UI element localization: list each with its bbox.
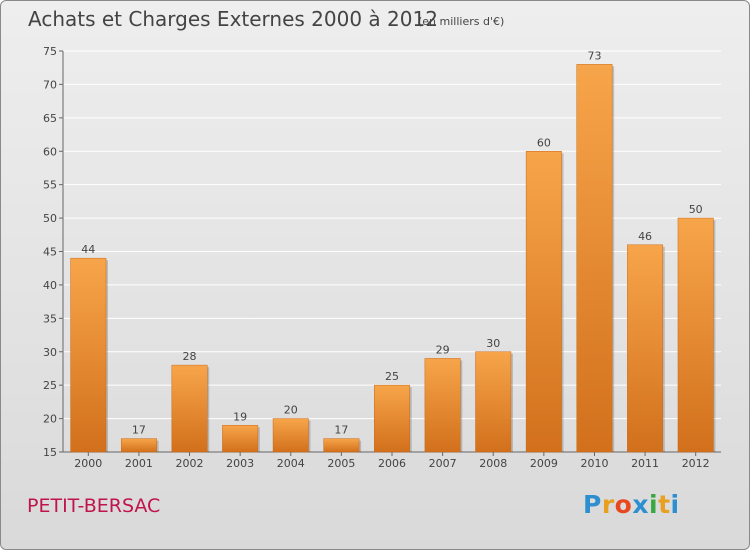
data-label: 20 [284,404,298,417]
y-tick-label: 20 [43,413,57,426]
x-tick-label: 2000 [74,457,102,470]
x-tick-label: 2003 [226,457,254,470]
y-tick-label: 50 [43,212,57,225]
data-label: 44 [81,243,95,256]
bar-2004 [272,418,309,453]
x-tick-label: 2011 [631,457,659,470]
bar-2006 [374,384,410,453]
bar-2009 [525,151,562,453]
data-label: 60 [537,136,551,149]
location-name: PETIT-BERSAC [27,495,161,517]
bar-2011 [627,244,664,453]
chart-subtitle: (en milliers d'€) [418,15,505,28]
logo-letter: i [670,490,680,519]
x-tick-label: 2002 [176,457,204,470]
bar-2010 [576,64,613,453]
data-label: 17 [334,424,348,437]
data-label: 28 [183,350,197,363]
bar-2000 [70,257,107,453]
y-tick-label: 30 [43,346,57,359]
y-tick-label: 35 [43,312,57,325]
y-tick-label: 40 [43,279,57,292]
logo-letter: t [658,490,671,519]
bar-2008 [475,351,512,453]
x-tick-label: 2012 [682,457,710,470]
y-tick-label: 55 [43,179,57,192]
bar-2001 [120,438,157,453]
logo-letter: P [583,490,602,519]
data-label: 17 [132,424,146,437]
logo-letter: i [649,490,659,519]
x-tick-label: 2005 [327,457,355,470]
x-tick-label: 2008 [479,457,507,470]
x-tick-label: 2006 [378,457,406,470]
data-label: 19 [233,410,247,423]
y-tick-label: 70 [43,78,57,91]
x-tick-label: 2004 [277,457,305,470]
logo-letter: x [632,490,649,519]
data-label: 30 [486,337,500,350]
bar-2007 [424,358,461,453]
x-tick-label: 2009 [530,457,558,470]
data-labels: 44 17 28 19 20 17 25 29 30 60 73 46 50 [81,49,702,436]
data-label: 73 [587,49,601,62]
y-tick-label: 75 [43,45,57,58]
bar-2005 [323,438,360,453]
logo-letter: o [614,490,633,519]
bar-2012 [677,217,714,453]
proxiti-logo: Proxiti [583,490,680,519]
y-tick-label: 65 [43,112,57,125]
axes: 15 20 25 30 35 40 45 50 55 60 65 70 75 2000 2001 2002 20… [43,45,721,470]
data-label: 50 [689,203,703,216]
data-label: 29 [436,343,450,356]
bar-2003 [222,425,259,453]
data-label: 46 [638,230,652,243]
y-tick-label: 60 [43,145,57,158]
y-tick-label: 25 [43,379,57,392]
y-tick-label: 45 [43,246,57,259]
bar-2002 [171,364,208,453]
x-tick-label: 2001 [125,457,153,470]
y-tick-label: 15 [43,446,57,459]
x-tick-label: 2007 [429,457,457,470]
data-label: 25 [385,370,399,383]
chart-title: Achats et Charges Externes 2000 à 2012 [28,7,438,31]
bars [70,64,716,453]
x-tick-label: 2010 [580,457,608,470]
logo-letter: r [601,490,615,519]
